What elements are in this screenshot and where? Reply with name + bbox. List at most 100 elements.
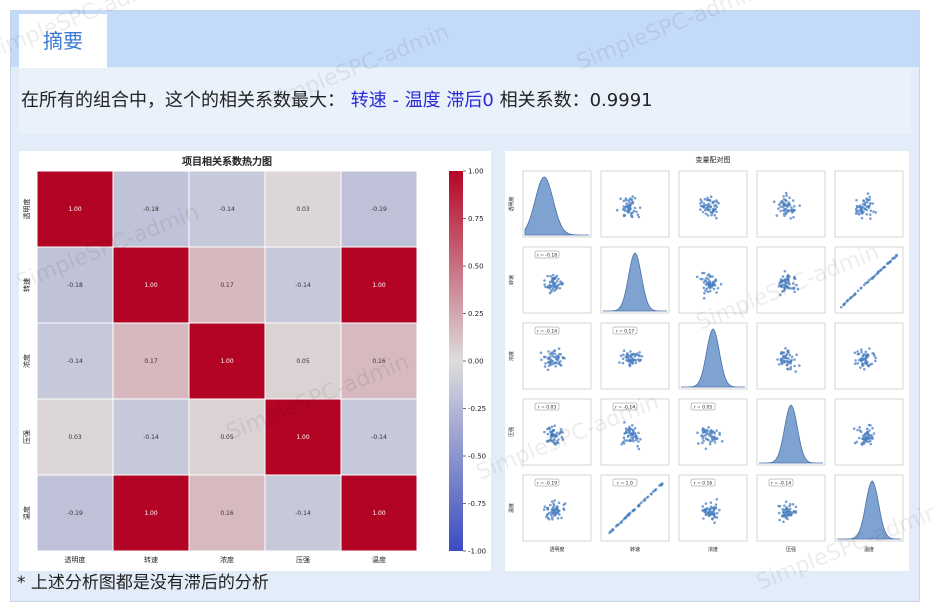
pairplot-point xyxy=(634,361,638,364)
pairplot-kde xyxy=(524,176,589,236)
pairplot-point xyxy=(637,215,641,219)
pairplot-point xyxy=(874,359,877,363)
pairplot-point xyxy=(786,203,790,207)
pairplot-point xyxy=(696,431,699,435)
pairplot-point xyxy=(718,508,721,512)
pairplot-point xyxy=(782,511,786,515)
pairplot-axes xyxy=(522,246,592,314)
pairplot-axes xyxy=(756,474,826,542)
pairplot-point xyxy=(556,359,559,362)
pairplot-axes xyxy=(600,322,670,390)
pairplot-point xyxy=(709,501,713,504)
pairplot-r-label: r = -0.19 xyxy=(537,480,557,486)
pairplot-point xyxy=(861,364,864,367)
pairplot-point xyxy=(554,284,557,287)
pairplot-point xyxy=(710,506,713,510)
pairplot-point xyxy=(886,262,889,265)
pairplot-point xyxy=(548,360,552,364)
pairplot-point xyxy=(559,364,563,367)
pairplot-point xyxy=(547,364,551,367)
pairplot-point xyxy=(863,203,867,206)
pairplot-point xyxy=(872,432,876,435)
tab-summary[interactable]: 摘要 xyxy=(19,14,107,68)
pairplot-point xyxy=(702,202,706,205)
pairplot-point xyxy=(543,279,546,282)
pairplot-point xyxy=(781,275,785,278)
pairplot-point xyxy=(861,206,865,209)
pairplot-point xyxy=(869,209,873,213)
pairplot-point xyxy=(789,367,792,371)
pairplot-point xyxy=(549,503,552,507)
pairplot-point xyxy=(712,287,716,291)
pairplot-point xyxy=(789,359,793,363)
pairplot-point xyxy=(711,517,714,520)
pairplot-axes xyxy=(600,398,670,466)
pairplot-point xyxy=(707,277,710,281)
heatmap-cell xyxy=(112,474,190,552)
pairplot-point xyxy=(715,210,718,214)
pairplot-point xyxy=(861,362,864,365)
pairplot-point xyxy=(632,508,636,512)
pairplot-point xyxy=(856,350,859,353)
pairplot-point xyxy=(622,199,626,203)
pairplot-point xyxy=(866,430,869,434)
pairplot-axes xyxy=(600,170,670,238)
heatmap-cell xyxy=(36,170,114,248)
pairplot-point xyxy=(869,217,872,220)
pairplot-point xyxy=(784,516,788,520)
coef-value: 0.9991 xyxy=(589,90,653,111)
tab-bar: 摘要 xyxy=(11,11,919,68)
pairplot-axes xyxy=(678,398,748,466)
pairplot-point xyxy=(696,275,699,279)
pairplot-point xyxy=(654,489,657,492)
pairplot-y-label: 转速 xyxy=(508,275,515,285)
pairplot-point xyxy=(553,508,557,512)
pairplot-point xyxy=(704,212,708,216)
pairplot-point xyxy=(783,286,786,290)
pairplot-point xyxy=(795,353,798,357)
pairplot-point xyxy=(707,438,710,442)
pairplot-point xyxy=(873,274,877,277)
pairplot-point xyxy=(859,366,862,369)
pairplot-kde xyxy=(837,480,901,540)
heatmap-x-tick: 压强 xyxy=(296,556,310,564)
pairplot-r-label: r = -0.18 xyxy=(537,252,557,258)
heatmap-cell-value: -0.14 xyxy=(295,282,311,289)
pairplot-point xyxy=(633,354,637,358)
heatmap-cell-value: -0.14 xyxy=(143,434,159,441)
pairplot-point xyxy=(791,503,795,506)
pairplot-point xyxy=(633,196,637,200)
pairplot-point xyxy=(550,430,553,434)
pairplot-point xyxy=(546,274,549,278)
pairplot-point xyxy=(790,287,794,290)
pairplot-point xyxy=(707,202,711,206)
pairplot-point xyxy=(640,355,644,358)
pairplot-point xyxy=(784,211,787,214)
heatmap-cell-value: -0.14 xyxy=(67,358,83,365)
pairplot-point xyxy=(775,214,779,217)
pairplot-point xyxy=(546,506,549,510)
pairplot-point xyxy=(863,367,866,371)
pairplot-point xyxy=(559,360,562,363)
heatmap-y-tick: 温度 xyxy=(22,506,31,520)
pairplot-point xyxy=(704,513,708,516)
colorbar-tick-label: -0.50 xyxy=(468,453,486,461)
pairplot-point xyxy=(791,511,794,515)
pairplot-point xyxy=(706,290,710,293)
heatmap-cell xyxy=(112,398,190,476)
pairplot-point xyxy=(706,214,710,217)
colorbar-tick-label: -0.75 xyxy=(468,500,486,508)
heatmap-cell xyxy=(188,322,266,400)
pairplot-point xyxy=(649,492,653,496)
heatmap-cell xyxy=(36,474,114,552)
pairplot-point xyxy=(543,430,546,434)
pairplot-point xyxy=(859,287,863,290)
pairplot-point xyxy=(548,283,552,287)
pairplot-point xyxy=(619,354,623,358)
pairplot-point xyxy=(556,441,560,445)
pairplot-point xyxy=(711,211,714,215)
pairplot-axes xyxy=(522,398,592,466)
heatmap-cell-value: -0.14 xyxy=(371,434,387,441)
pairplot-point xyxy=(702,205,705,208)
heatmap-cell xyxy=(112,322,190,400)
